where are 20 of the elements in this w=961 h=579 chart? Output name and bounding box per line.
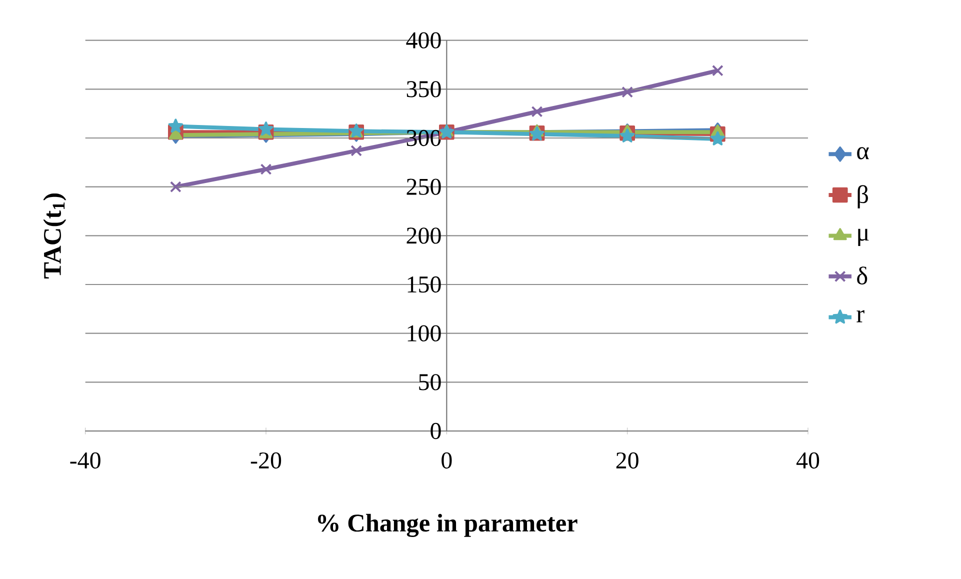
- x-tick-label: -40: [70, 452, 100, 469]
- legend-label: β: [858, 185, 868, 208]
- x-tick-label: 40: [796, 452, 820, 469]
- y-tick-label: 0: [430, 422, 441, 440]
- x-axis-title: % Change in parameter: [318, 514, 578, 538]
- y-tick-label: 250: [406, 178, 441, 195]
- x-tick-label: 20: [616, 452, 638, 469]
- x-tick-label: -20: [250, 452, 282, 469]
- y-tick-label: 350: [406, 81, 441, 98]
- y-tick-label: 50: [419, 374, 441, 390]
- y-tick-label: 400: [406, 32, 441, 48]
- legend-label: μ: [858, 228, 869, 246]
- y-tick-label: 150: [408, 276, 441, 293]
- y-tick-label: 200: [406, 228, 441, 244]
- legend-label: r: [856, 310, 864, 322]
- y-axis-title: TAC(t$_{1}$): [43, 194, 66, 278]
- y-tick-label: 100: [408, 325, 441, 342]
- x-tick-label: 0: [442, 452, 452, 469]
- legend-label: δ: [857, 266, 868, 285]
- legend-label: α: [857, 147, 869, 160]
